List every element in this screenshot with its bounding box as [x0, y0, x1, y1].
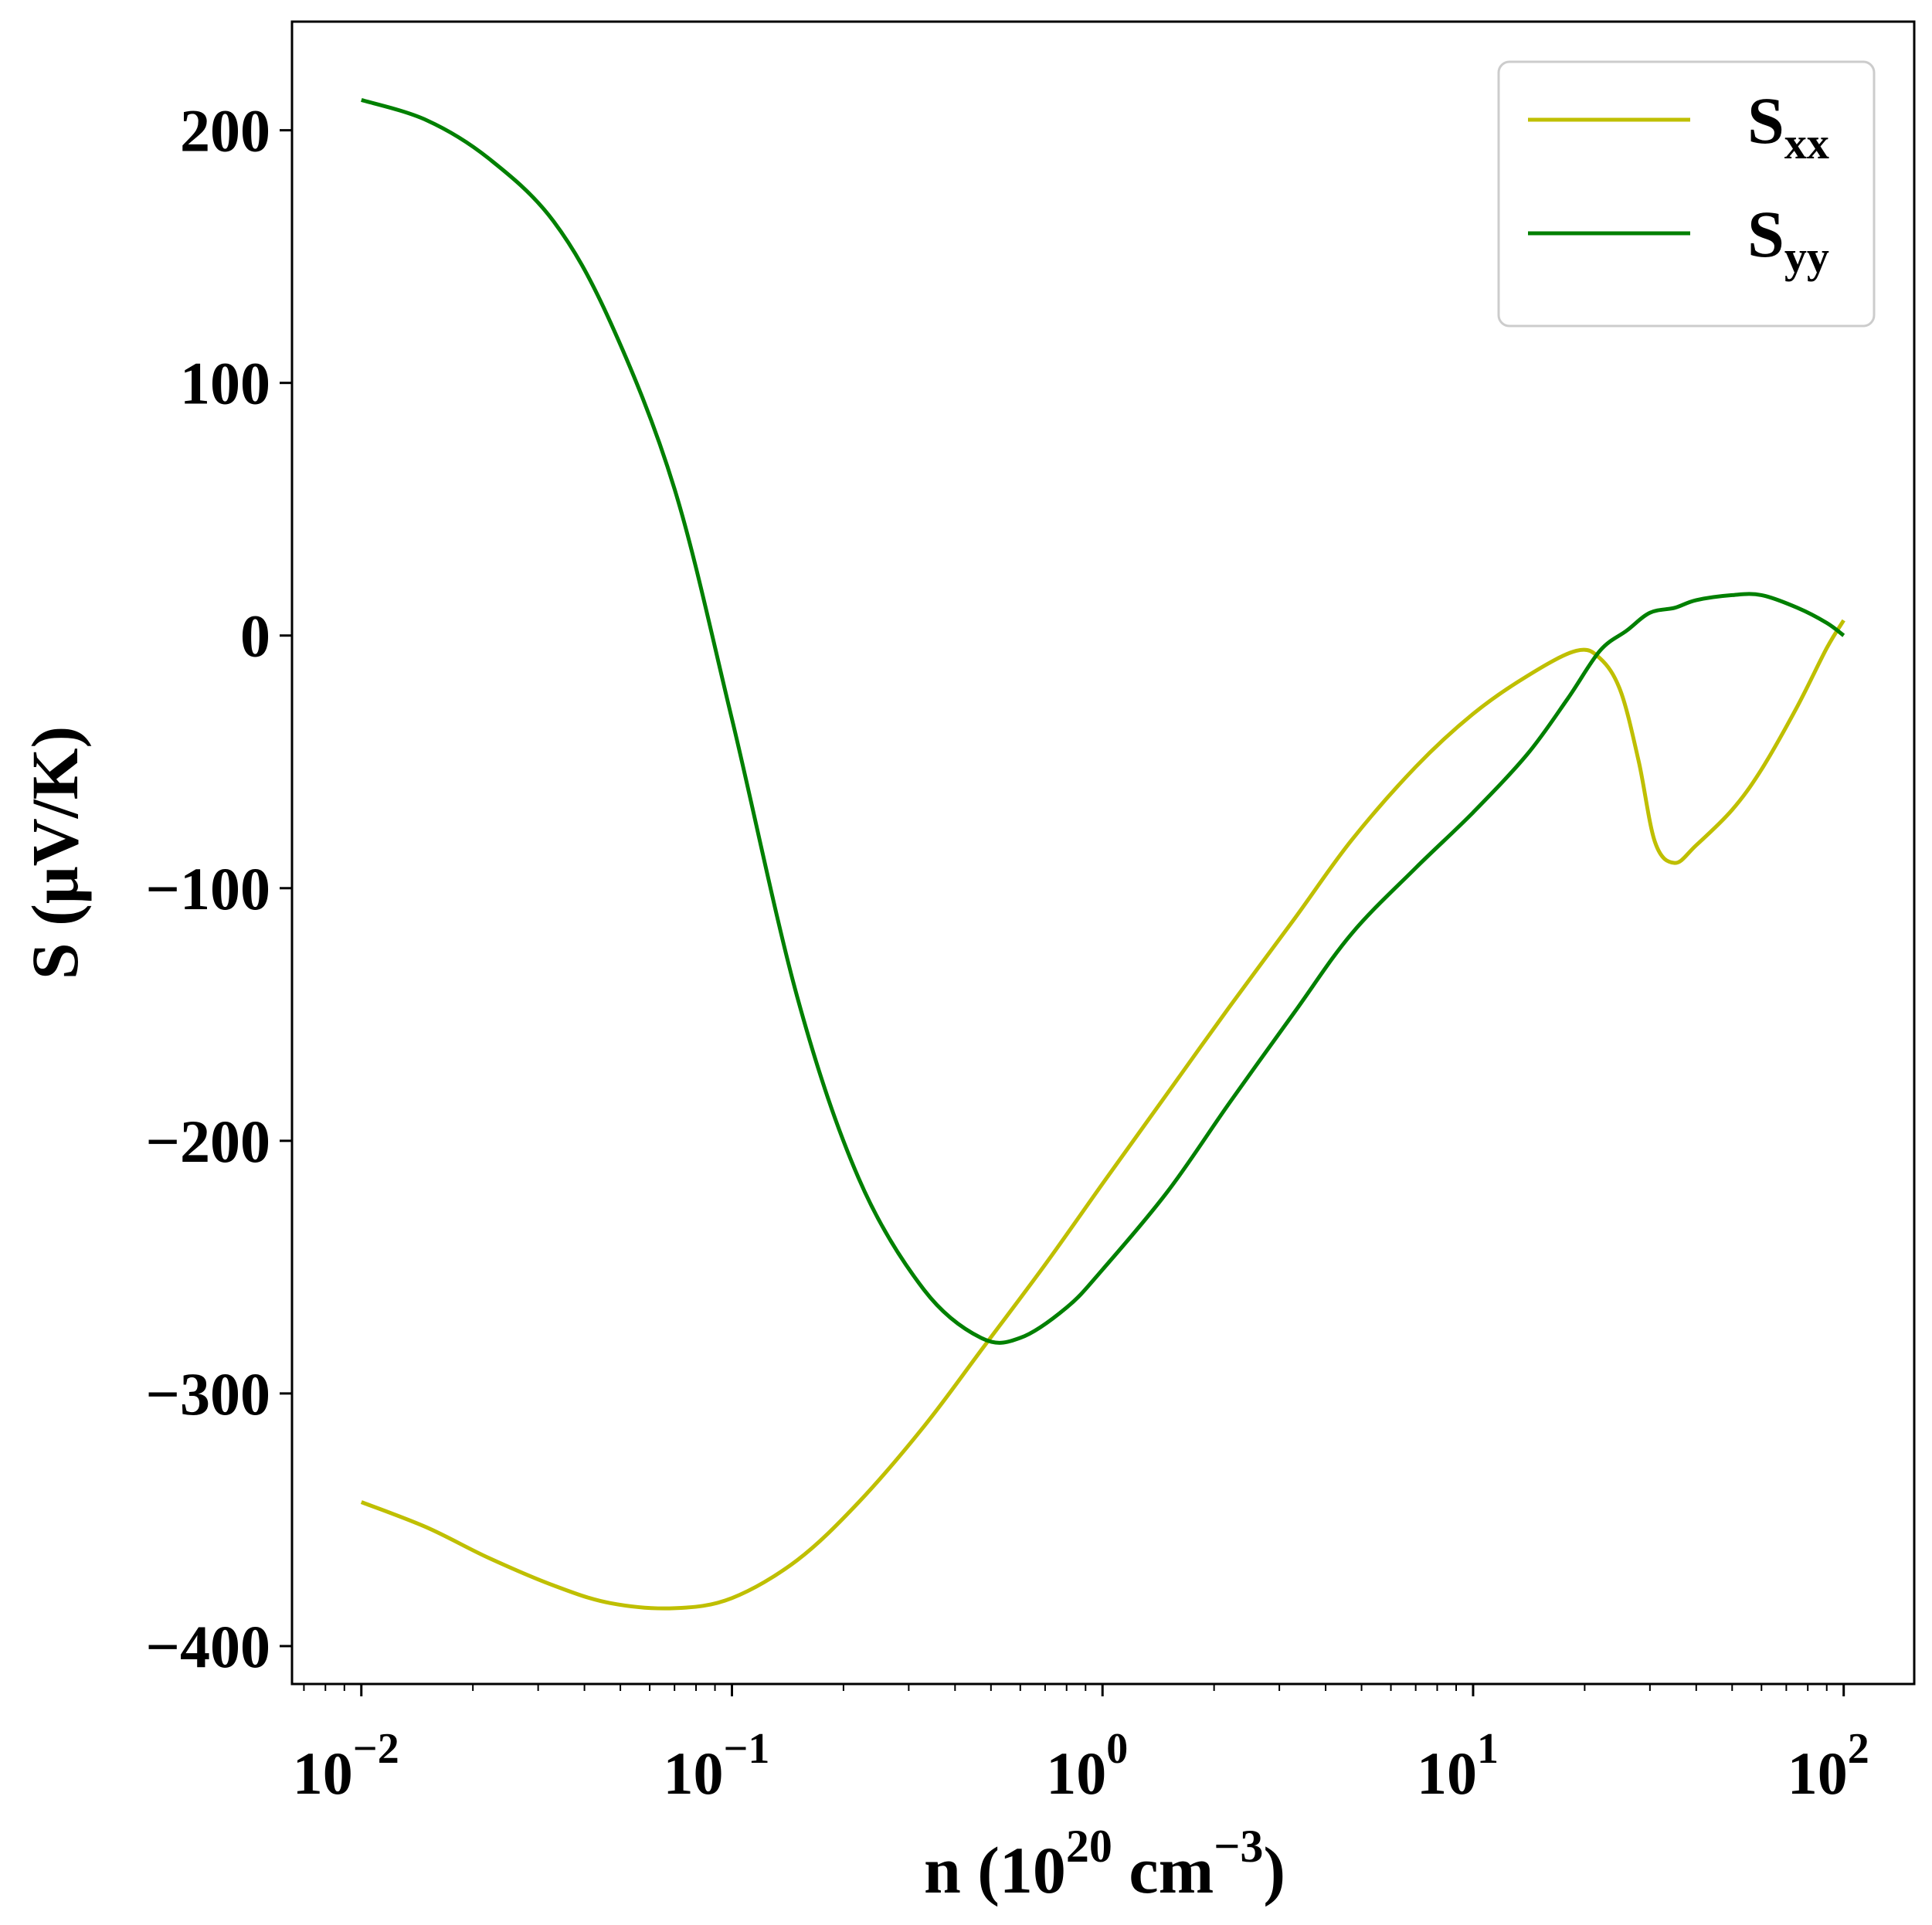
x-axis-label: n (1020 cm−3)	[924, 1821, 1285, 1907]
x-tick-label: 101	[1417, 1725, 1499, 1807]
y-tick-label: 100	[180, 350, 270, 417]
x-tick-label: 10−1	[664, 1725, 770, 1807]
y-tick-label: −200	[146, 1108, 270, 1175]
y-axis-label: S (μV/K)	[18, 726, 92, 979]
x-axis-ticks: 10−2 10−1 100 101 102	[293, 1684, 1869, 1807]
y-tick-label: −100	[146, 855, 270, 922]
y-tick-label: −300	[146, 1360, 270, 1428]
y-tick-label: −400	[146, 1613, 270, 1680]
x-axis-minor-ticks	[303, 1684, 1828, 1691]
series-line-syy	[361, 98, 1845, 1345]
x-tick-label: 10−2	[293, 1725, 399, 1807]
series-layer	[360, 98, 1845, 1611]
y-tick-label: 200	[180, 97, 270, 165]
legend-label-syy: Syy	[1747, 197, 1829, 282]
x-tick-label: 102	[1788, 1725, 1869, 1807]
legend: Sxx Syy	[1497, 60, 1876, 328]
y-axis-ticks: 200 100 0 −100 −200 −300 −400	[146, 97, 292, 1680]
series-line-sxx	[360, 619, 1845, 1611]
legend-box	[1497, 60, 1876, 328]
legend-label-sxx: Sxx	[1747, 83, 1829, 168]
y-tick-label: 0	[240, 603, 270, 670]
x-tick-label: 100	[1046, 1725, 1128, 1807]
